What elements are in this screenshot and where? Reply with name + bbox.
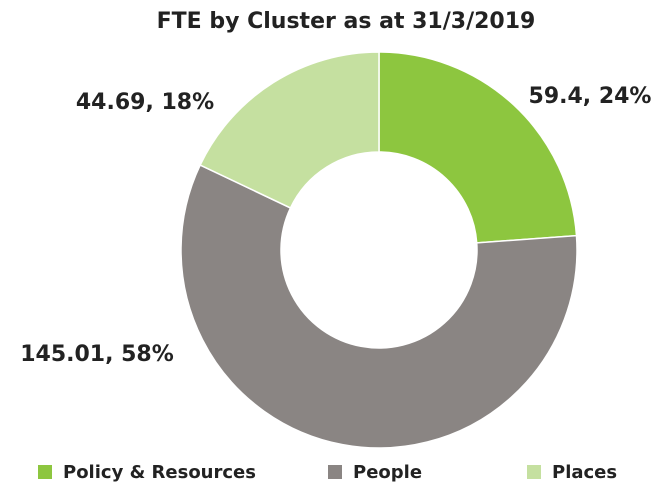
legend-label: People bbox=[353, 462, 422, 483]
donut-segment bbox=[378, 51, 578, 244]
legend-label: Places bbox=[552, 462, 617, 483]
donut-segment bbox=[180, 164, 578, 449]
chart-title: FTE by Cluster as at 31/3/2019 bbox=[157, 9, 536, 34]
data-label: 145.01, 58% bbox=[20, 342, 174, 367]
legend-label: Policy & Resources bbox=[63, 462, 256, 483]
data-label: 44.69, 18% bbox=[76, 90, 214, 115]
legend-swatch bbox=[38, 465, 52, 479]
donut-segment bbox=[199, 51, 380, 209]
data-label: 59.4, 24% bbox=[529, 84, 652, 109]
legend-swatch bbox=[527, 465, 541, 479]
legend-swatch bbox=[328, 465, 342, 479]
